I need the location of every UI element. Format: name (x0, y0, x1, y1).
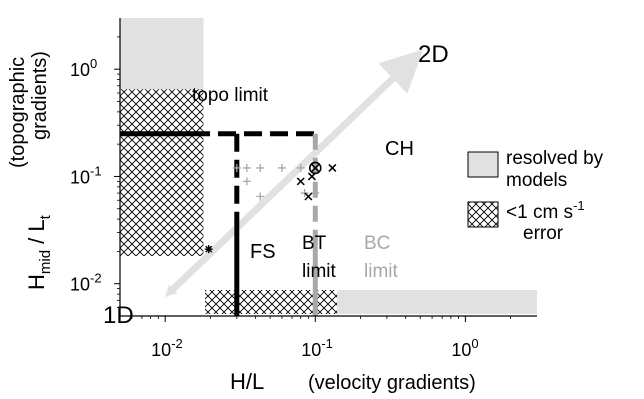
y-tick-label: 100 (70, 56, 97, 80)
y-axis-note-2: gradients) (29, 51, 51, 140)
bt-limit-label-2: limit (302, 261, 336, 282)
bc-limit-label-2: limit (364, 261, 398, 282)
y-axis-label: Hmid / Lt (24, 214, 54, 290)
legend-label-resolved-1: resolved by (506, 148, 604, 169)
plus-marker (256, 163, 265, 172)
plus-marker (300, 189, 309, 198)
y-tick-label: 10-1 (70, 163, 102, 187)
x-band-resolved-region (337, 290, 537, 314)
y-tick-label: 10-2 (70, 271, 102, 295)
axes: 10-2 10-1 100 10-2 10-1 100 (70, 18, 537, 360)
plus-marker (296, 163, 305, 172)
x-tick-label: 10-1 (301, 336, 333, 360)
legend-swatch-resolved (467, 151, 499, 178)
cross-marker (296, 177, 305, 186)
plus-marker (242, 163, 251, 172)
diagonal-label-1d: 1D (103, 302, 134, 329)
x-tick-label: 10-2 (151, 336, 183, 360)
diagonal-label-2d: 2D (418, 41, 449, 68)
y-band-resolved-region (120, 18, 204, 90)
plus-marker (256, 192, 265, 201)
data-points (204, 161, 337, 254)
plus-marker (277, 163, 286, 172)
site-label-fs: FS (250, 241, 276, 263)
legend-label-resolved-2: models (506, 170, 567, 191)
y-axis-note-1: (topographic (7, 57, 29, 168)
plus-marker (311, 189, 320, 198)
legend-label-error-2: error (523, 223, 564, 244)
cross-marker (304, 192, 313, 201)
diagonal-arrow-tail (165, 285, 177, 297)
cross-marker (328, 163, 337, 172)
x-tick-label: 100 (451, 336, 478, 360)
star-marker (204, 245, 213, 254)
diagonal-arrow (165, 49, 424, 297)
bc-limit-label-1: BC (364, 233, 390, 254)
shaded-regions (120, 18, 537, 314)
plus-marker (232, 163, 241, 172)
plus-marker (242, 177, 251, 186)
legend-label-error-1: <1 cm s-1 (506, 198, 585, 223)
y-band-error-region (120, 89, 204, 256)
topo-limit-label: topo limit (192, 85, 269, 106)
site-label-ch: CH (385, 138, 414, 160)
x-axis-note: (velocity gradients) (308, 372, 476, 394)
diagonal-arrow-line (167, 49, 424, 295)
legend: resolved by models <1 cm s-1 error (467, 148, 604, 244)
circled-cross-marker (308, 161, 322, 175)
x-axis-label: H/L (230, 369, 264, 394)
bt-limit-label-1: BT (302, 233, 327, 254)
circled-cross-inner (311, 164, 319, 172)
legend-swatch-error (467, 201, 499, 228)
